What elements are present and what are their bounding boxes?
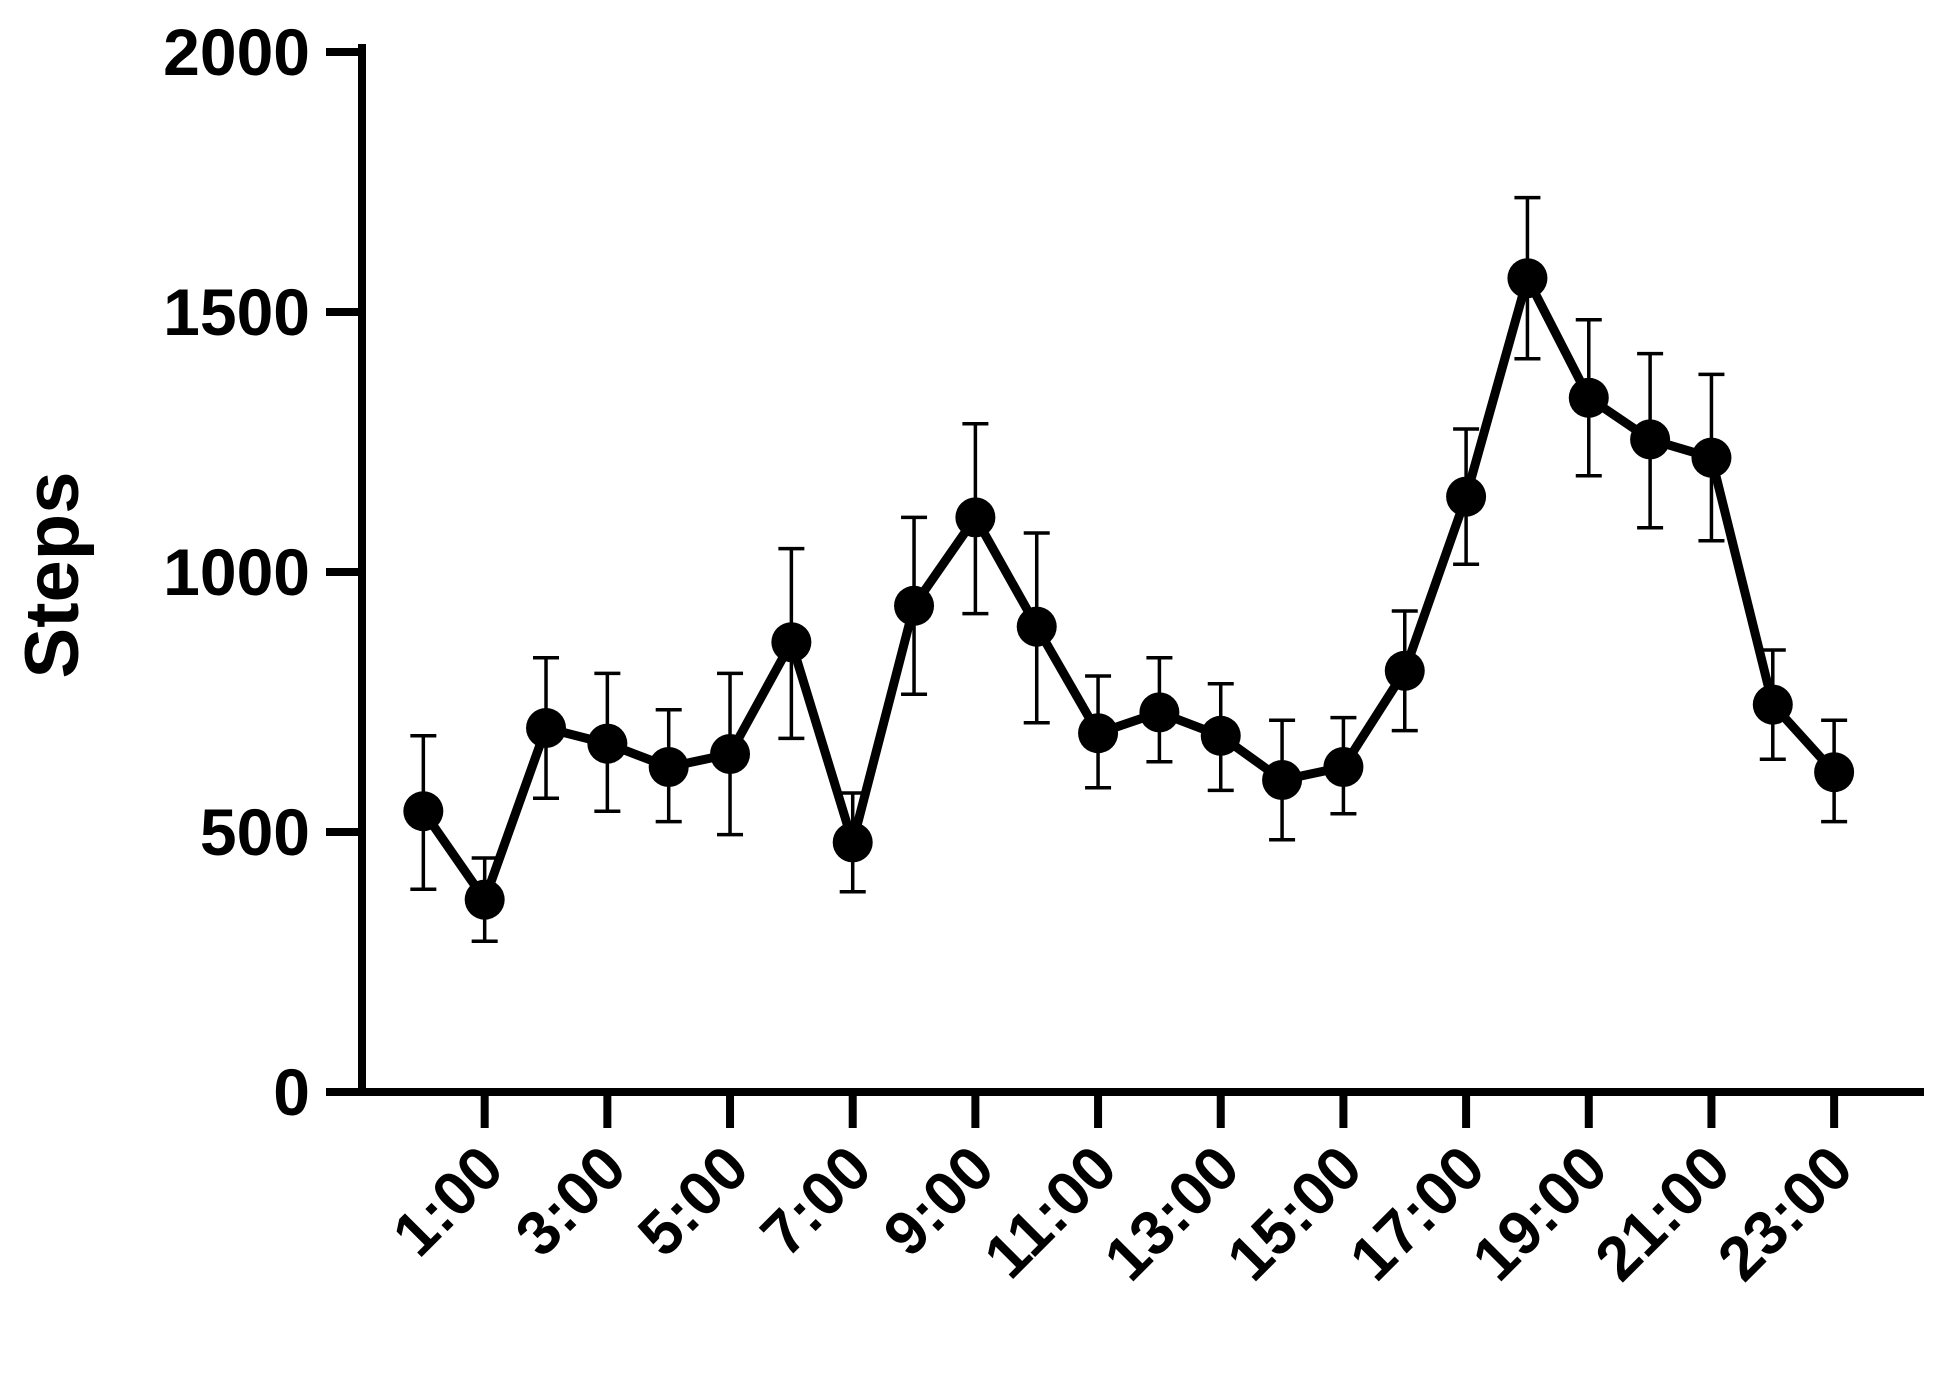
- x-axis: 1:003:005:007:009:0011:0013:0015:0017:00…: [354, 1088, 1924, 1294]
- data-point: [1016, 606, 1057, 647]
- y-tick-label: 2000: [163, 15, 310, 89]
- data-point: [955, 497, 996, 538]
- data-point: [464, 879, 505, 920]
- error-bars: [410, 195, 1848, 943]
- data-point: [1384, 650, 1425, 691]
- data-point: [832, 822, 873, 863]
- x-tick-label: 5:00: [625, 1133, 762, 1270]
- data-point: [1139, 692, 1180, 733]
- series-line: [419, 273, 1838, 905]
- x-tick-label: 19:00: [1460, 1133, 1621, 1294]
- data-point: [1446, 476, 1487, 517]
- x-tick-label: 11:00: [971, 1133, 1130, 1292]
- data-point: [1752, 684, 1793, 725]
- x-tick-label: 7:00: [748, 1133, 885, 1270]
- x-tick-label: 23:00: [1705, 1133, 1866, 1294]
- data-point: [526, 708, 567, 748]
- data-series: [403, 258, 1855, 920]
- y-axis-label: Steps: [10, 472, 95, 679]
- data-point: [1507, 258, 1548, 299]
- data-point: [1691, 437, 1732, 478]
- data-point: [1323, 747, 1364, 787]
- x-tick-label: 21:00: [1582, 1133, 1743, 1294]
- x-tick-label: 1:00: [380, 1133, 517, 1270]
- x-tick-label: 15:00: [1214, 1133, 1375, 1294]
- data-point: [587, 723, 628, 764]
- y-tick-label: 1500: [163, 275, 310, 349]
- data-point: [1262, 760, 1303, 800]
- data-point: [1814, 752, 1855, 793]
- data-point: [403, 791, 444, 832]
- x-tick-label: 13:00: [1092, 1133, 1253, 1294]
- x-tick-label: 3:00: [503, 1133, 640, 1270]
- y-tick-label: 500: [200, 795, 310, 869]
- data-point: [1630, 419, 1671, 460]
- data-point: [771, 622, 812, 663]
- y-tick-label: 1000: [163, 535, 310, 609]
- data-point: [894, 585, 935, 626]
- y-axis: 0 500 1000 1500 2000: [163, 15, 366, 1129]
- data-point: [1200, 715, 1241, 756]
- data-point: [1078, 713, 1119, 754]
- y-tick-label: 0: [273, 1055, 310, 1129]
- data-point: [710, 734, 751, 774]
- data-point: [648, 747, 689, 787]
- x-tick-label: 17:00: [1337, 1133, 1498, 1294]
- data-point: [1568, 377, 1609, 418]
